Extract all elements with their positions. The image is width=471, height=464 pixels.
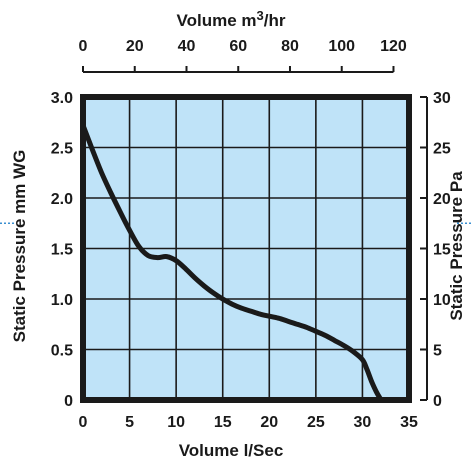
y-tick-label: 2.5	[51, 141, 73, 158]
y-tick-label: 1.0	[51, 292, 73, 309]
x-tick-label: 5	[125, 414, 134, 431]
y2-tick-label: 25	[433, 141, 451, 158]
x-tick-label: 10	[167, 414, 185, 431]
y-tick-label: 1.5	[51, 242, 73, 259]
x2-tick-label: 20	[126, 38, 144, 55]
x-tick-label: 0	[79, 414, 88, 431]
x2-axis-title-prefix: Volume m	[177, 11, 257, 30]
tick-labels: 0 5 10 15 20 25 30 35 0 0.5 1.0 1.5 2.0 2.5 3.0 0 20 40 60…	[51, 38, 451, 431]
y-tick-label: 3.0	[51, 90, 73, 107]
y2-tick-label: 10	[433, 292, 451, 309]
x2-axis-title: Volume m3/hr	[177, 8, 286, 30]
y2-tick-label: 30	[433, 90, 451, 107]
y-tick-label: 0	[64, 393, 73, 410]
performance-curve	[80, 122, 384, 403]
x2-tick-label: 100	[328, 38, 355, 55]
x2-axis-title-suffix: /hr	[264, 11, 286, 30]
y-tick-label: 0.5	[51, 343, 73, 360]
y-tick-label: 2.0	[51, 191, 73, 208]
x-tick-label: 25	[307, 414, 325, 431]
y2-tick-label: 5	[433, 343, 442, 360]
y2-axis-title: Static Pressure Pa	[447, 171, 466, 321]
x2-tick-label: 0	[79, 38, 88, 55]
x2-axis-title-superscript: 3	[257, 8, 264, 23]
y2-tick-label: 20	[433, 191, 451, 208]
x2-tick-label: 80	[281, 38, 299, 55]
plot-frame-group	[80, 94, 412, 403]
axes-layer	[0, 66, 471, 401]
x-tick-label: 35	[400, 414, 418, 431]
plot-frame	[80, 94, 412, 403]
y2-tick-label: 15	[433, 242, 451, 259]
x-tick-label: 15	[214, 414, 232, 431]
series-layer	[80, 122, 384, 403]
x-tick-label: 30	[354, 414, 372, 431]
x-tick-label: 20	[260, 414, 278, 431]
y-axis-title: Static Pressure mm WG	[10, 150, 29, 343]
x2-tick-label: 120	[380, 38, 407, 55]
x2-tick-label: 40	[178, 38, 196, 55]
y2-tick-label: 0	[433, 393, 442, 410]
x-axis-title: Volume l/Sec	[179, 441, 284, 460]
x2-tick-label: 60	[229, 38, 247, 55]
